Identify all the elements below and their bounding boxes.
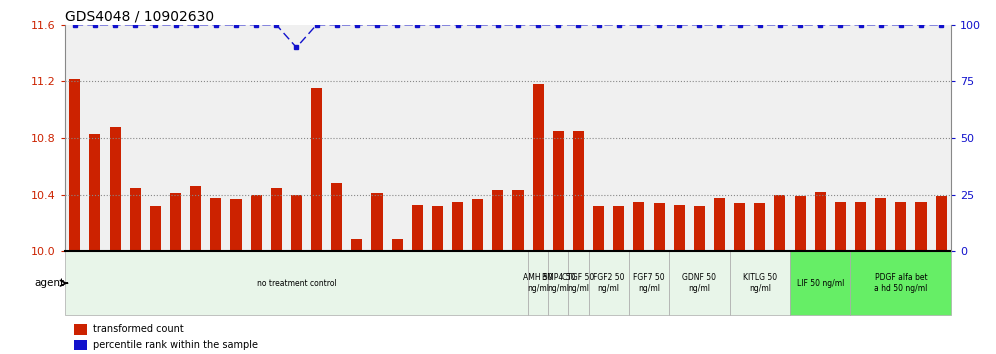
Bar xyxy=(492,190,503,251)
Bar xyxy=(775,195,786,251)
Bar xyxy=(915,202,926,251)
Bar xyxy=(65,251,528,315)
Bar xyxy=(110,127,121,251)
Text: LIF 50 ng/ml: LIF 50 ng/ml xyxy=(797,279,844,288)
Bar xyxy=(513,190,524,251)
Bar xyxy=(70,79,81,251)
Text: AMH 50
ng/ml: AMH 50 ng/ml xyxy=(523,274,553,293)
Text: BMP4 50
ng/ml: BMP4 50 ng/ml xyxy=(542,274,575,293)
Bar xyxy=(129,188,140,251)
Bar xyxy=(352,239,363,251)
Bar xyxy=(669,251,729,315)
Bar xyxy=(271,188,282,251)
Text: CTGF 50
ng/ml: CTGF 50 ng/ml xyxy=(563,274,595,293)
Bar xyxy=(569,251,589,315)
Text: KITLG 50
ng/ml: KITLG 50 ng/ml xyxy=(743,274,777,293)
Text: FGF7 50
ng/ml: FGF7 50 ng/ml xyxy=(633,274,664,293)
Bar xyxy=(472,199,483,251)
Bar xyxy=(633,202,644,251)
Bar xyxy=(589,251,628,315)
Bar xyxy=(851,251,951,315)
Bar xyxy=(573,131,584,251)
Bar xyxy=(170,193,181,251)
Bar xyxy=(452,202,463,251)
Bar xyxy=(533,84,544,251)
Bar xyxy=(895,202,906,251)
Bar xyxy=(291,195,302,251)
Bar xyxy=(694,206,705,251)
Bar xyxy=(875,198,886,251)
Text: transformed count: transformed count xyxy=(93,324,184,334)
Text: FGF2 50
ng/ml: FGF2 50 ng/ml xyxy=(593,274,624,293)
Bar xyxy=(835,202,846,251)
Bar xyxy=(391,239,402,251)
Bar xyxy=(614,206,624,251)
Bar xyxy=(593,206,605,251)
Text: percentile rank within the sample: percentile rank within the sample xyxy=(93,340,258,350)
Bar xyxy=(528,251,548,315)
Bar xyxy=(754,203,765,251)
Bar xyxy=(372,193,382,251)
Bar xyxy=(251,195,262,251)
Bar xyxy=(935,196,946,251)
Bar xyxy=(795,196,806,251)
Text: PDGF alfa bet
a hd 50 ng/ml: PDGF alfa bet a hd 50 ng/ml xyxy=(874,274,927,293)
Bar xyxy=(230,199,241,251)
Bar xyxy=(90,134,101,251)
Bar xyxy=(210,198,221,251)
Bar xyxy=(74,324,87,335)
Bar xyxy=(332,183,343,251)
Bar xyxy=(673,205,684,251)
Text: no treatment control: no treatment control xyxy=(257,279,337,288)
Bar xyxy=(734,203,745,251)
Bar xyxy=(190,186,201,251)
Text: GDNF 50
ng/ml: GDNF 50 ng/ml xyxy=(682,274,716,293)
Text: agent: agent xyxy=(34,278,65,288)
Bar xyxy=(714,198,725,251)
Bar xyxy=(790,251,851,315)
Bar xyxy=(311,88,322,251)
Bar xyxy=(628,251,669,315)
Bar xyxy=(815,192,826,251)
Bar xyxy=(432,206,443,251)
Bar xyxy=(855,202,867,251)
Bar xyxy=(74,340,87,350)
Bar xyxy=(653,203,664,251)
Bar xyxy=(729,251,790,315)
Text: GDS4048 / 10902630: GDS4048 / 10902630 xyxy=(65,10,214,24)
Bar xyxy=(411,205,423,251)
Bar xyxy=(553,131,564,251)
Bar xyxy=(548,251,569,315)
Bar xyxy=(149,206,161,251)
